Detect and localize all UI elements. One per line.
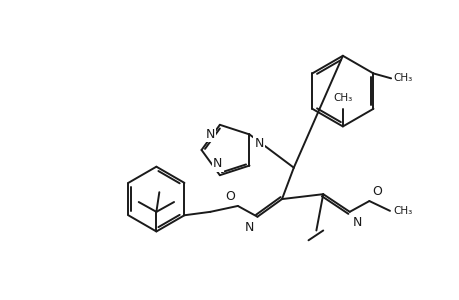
Text: O: O	[224, 190, 235, 203]
Text: CH₃: CH₃	[332, 93, 352, 103]
Text: CH₃: CH₃	[392, 206, 411, 216]
Text: N: N	[352, 216, 361, 229]
Text: N: N	[205, 128, 214, 141]
Text: N: N	[254, 137, 263, 150]
Text: N: N	[213, 157, 222, 170]
Text: N: N	[245, 221, 254, 234]
Text: CH₃: CH₃	[392, 74, 411, 83]
Text: O: O	[371, 185, 381, 198]
